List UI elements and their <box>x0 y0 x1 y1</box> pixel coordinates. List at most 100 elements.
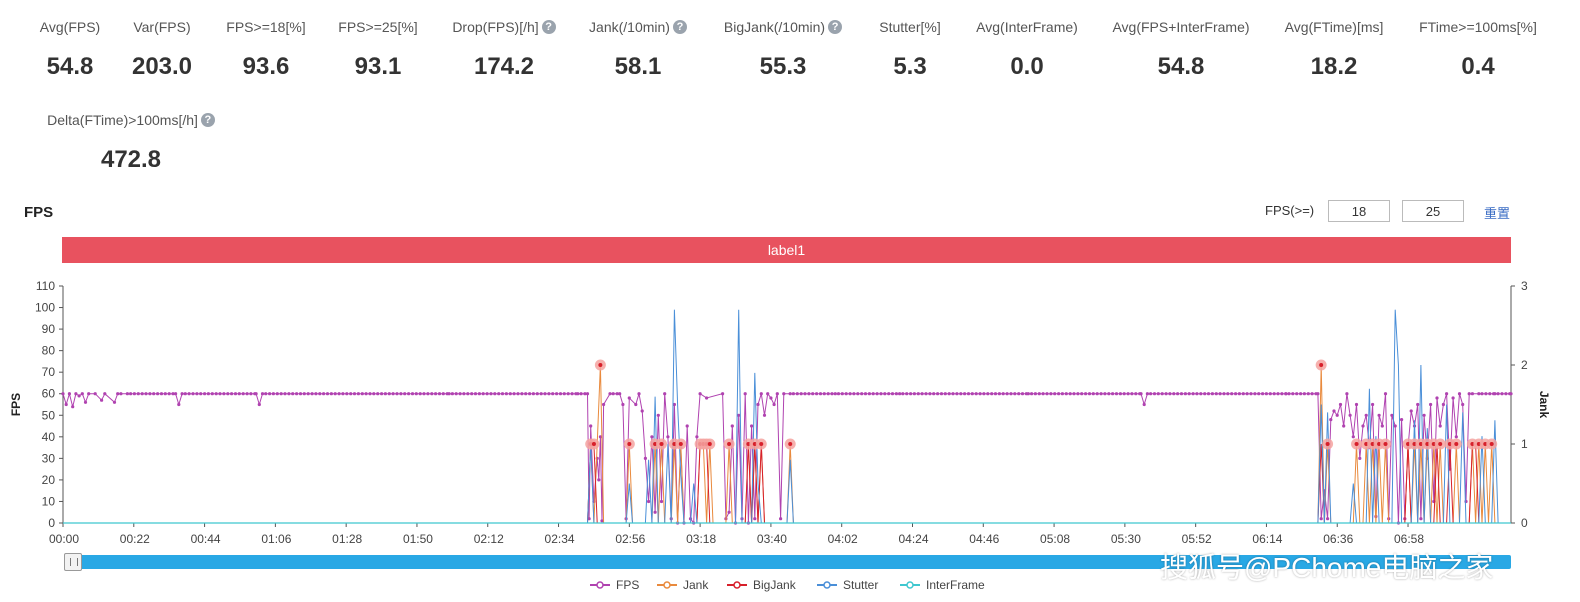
fps-point <box>1118 392 1122 396</box>
fps-point <box>1187 392 1191 396</box>
time-range-slider-handle[interactable] <box>64 553 82 571</box>
fps-point <box>410 392 415 396</box>
fps-point <box>1152 392 1157 396</box>
fps-point <box>1114 392 1119 396</box>
help-icon[interactable]: ? <box>828 20 843 34</box>
x-tick-label: 02:12 <box>474 532 504 546</box>
fps-point <box>67 392 71 396</box>
fps-point <box>844 392 848 396</box>
fps-point <box>1195 392 1199 396</box>
fps-point <box>1451 396 1455 400</box>
fps-point <box>887 392 891 396</box>
fps-point <box>762 413 767 417</box>
legend-item-bigjank[interactable]: BigJank <box>727 578 796 592</box>
fps-point <box>174 392 178 396</box>
fps-point <box>1203 392 1207 396</box>
fps-point <box>61 392 65 396</box>
metric-card: FPS>=18[%] 93.6 <box>176 19 356 81</box>
x-tick-label: 02:56 <box>615 532 645 546</box>
help-icon[interactable]: ? <box>541 20 556 34</box>
label-bar[interactable]: label1 <box>62 237 1511 263</box>
fps-point <box>695 435 699 439</box>
fps-point <box>602 402 606 407</box>
fps-point <box>237 392 241 396</box>
jank-marker-point <box>678 442 683 446</box>
fps-point <box>1199 392 1203 396</box>
fps-point <box>1245 392 1249 396</box>
fps-point <box>1435 396 1439 400</box>
fps-point <box>1509 392 1513 396</box>
fps-threshold-input-1[interactable] <box>1328 200 1390 222</box>
fps-point <box>826 392 830 396</box>
fps-point <box>1149 392 1153 396</box>
metric-card: Jank(/10min)? 58.1 <box>548 19 728 81</box>
fps-point <box>990 392 994 396</box>
x-tick-label: 00:22 <box>120 532 150 546</box>
fps-point <box>100 398 104 402</box>
fps-point <box>1422 413 1426 417</box>
fps-point <box>71 405 75 409</box>
legend-item-fps[interactable]: FPS <box>590 578 639 592</box>
fps-point <box>1461 402 1465 407</box>
fps-point <box>395 392 399 396</box>
metric-label: FTime>=100ms[%] <box>1419 19 1537 35</box>
fps-point <box>856 392 860 396</box>
fps-point <box>271 392 275 396</box>
fps-point <box>912 392 917 396</box>
help-icon[interactable]: ? <box>672 20 687 34</box>
fps-point <box>473 392 478 396</box>
fps-point <box>1470 392 1474 396</box>
legend-item-interframe[interactable]: InterFrame <box>900 578 985 592</box>
fps-point <box>656 413 660 417</box>
fps-point <box>932 392 936 396</box>
fps-point <box>148 392 152 396</box>
fps-point <box>830 392 834 396</box>
fps-point <box>1206 392 1211 396</box>
fps-point <box>1103 392 1107 396</box>
fps-point <box>1393 424 1397 428</box>
fps-point <box>811 392 815 396</box>
reset-button[interactable]: 重置 <box>1484 206 1511 221</box>
fps-point <box>341 392 345 396</box>
fps-point <box>539 392 543 396</box>
fps-point <box>1295 392 1299 396</box>
fps-point <box>119 392 123 396</box>
fps-point <box>775 392 779 396</box>
fps-point <box>329 392 333 396</box>
fps-point <box>1210 392 1214 396</box>
fps-point <box>414 392 418 396</box>
fps-threshold-input-2[interactable] <box>1402 200 1464 222</box>
fps-point <box>756 402 760 407</box>
fps-point <box>1467 392 1471 396</box>
help-icon[interactable]: ? <box>200 113 215 127</box>
jank-marker-point <box>1406 442 1411 446</box>
fps-point <box>928 392 932 396</box>
fps-point <box>1390 413 1394 417</box>
section-title: FPS <box>24 204 54 221</box>
fps-point <box>1176 392 1180 396</box>
fps-point <box>1280 392 1284 396</box>
fps-point <box>1172 392 1176 396</box>
fps-point <box>1122 392 1126 396</box>
fps-point <box>140 392 144 396</box>
jank-marker-point <box>653 442 658 446</box>
fps-point <box>80 392 84 396</box>
fps-point <box>318 392 322 396</box>
fps-point <box>685 424 689 428</box>
fps-chart[interactable]: 0 10 20 30 40 50 60 70 80 90 100 110 0 1 2 3 FPS Jank 00:0… <box>0 276 1580 546</box>
fps-point <box>782 392 786 396</box>
metric-value: 0.4 <box>1461 53 1495 80</box>
fps-point <box>1316 392 1320 396</box>
fps-point <box>982 392 986 396</box>
fps-point <box>399 392 403 396</box>
legend-item-stutter[interactable]: Stutter <box>817 578 878 592</box>
legend-item-jank[interactable]: Jank <box>657 578 708 592</box>
time-range-slider-track[interactable] <box>64 555 1511 569</box>
fps-point <box>83 400 88 404</box>
right-tick-label: 0 <box>1521 516 1528 530</box>
metric-card: Avg(FPS) 54.8 <box>0 19 160 81</box>
fps-point <box>909 392 913 396</box>
x-tick-label: 00:44 <box>191 532 221 546</box>
fps-threshold-label: FPS(>=) <box>1265 203 1315 218</box>
jank-marker-point <box>1325 442 1330 446</box>
